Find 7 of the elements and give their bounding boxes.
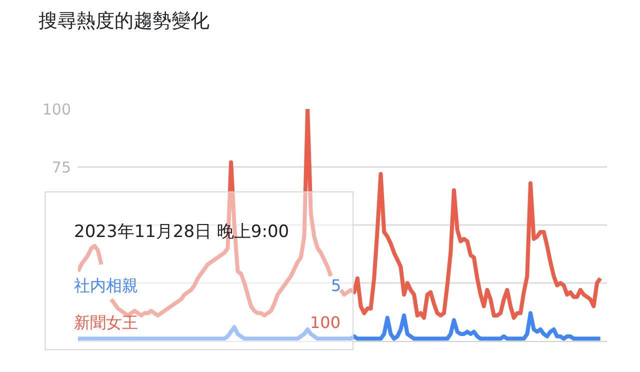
annotation: 100 bbox=[310, 313, 341, 332]
series-label: 新聞女王 bbox=[74, 313, 138, 332]
text: 社内相親 bbox=[74, 276, 138, 295]
chart-title: 搜尋熱度的趨勢變化 bbox=[38, 10, 210, 32]
annotation: 5 bbox=[331, 276, 342, 295]
annotation: 2023年11月28日 晚上9:00 bbox=[74, 222, 290, 242]
y-tick-label: 75 bbox=[52, 158, 71, 176]
